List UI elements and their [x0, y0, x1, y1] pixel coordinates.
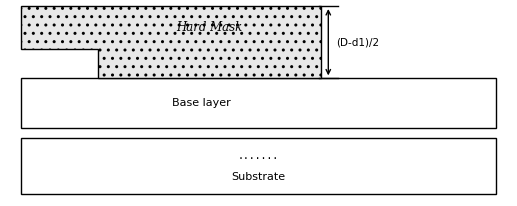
Text: Hard Mask: Hard Mask	[176, 21, 242, 34]
Bar	[21, 138, 496, 194]
Text: .......: .......	[238, 151, 279, 161]
Polygon shape	[21, 6, 321, 78]
Text: Base layer: Base layer	[172, 98, 231, 108]
Bar	[21, 78, 496, 128]
Text: (D-d1)/2: (D-d1)/2	[336, 37, 379, 47]
Text: Substrate: Substrate	[232, 172, 285, 182]
